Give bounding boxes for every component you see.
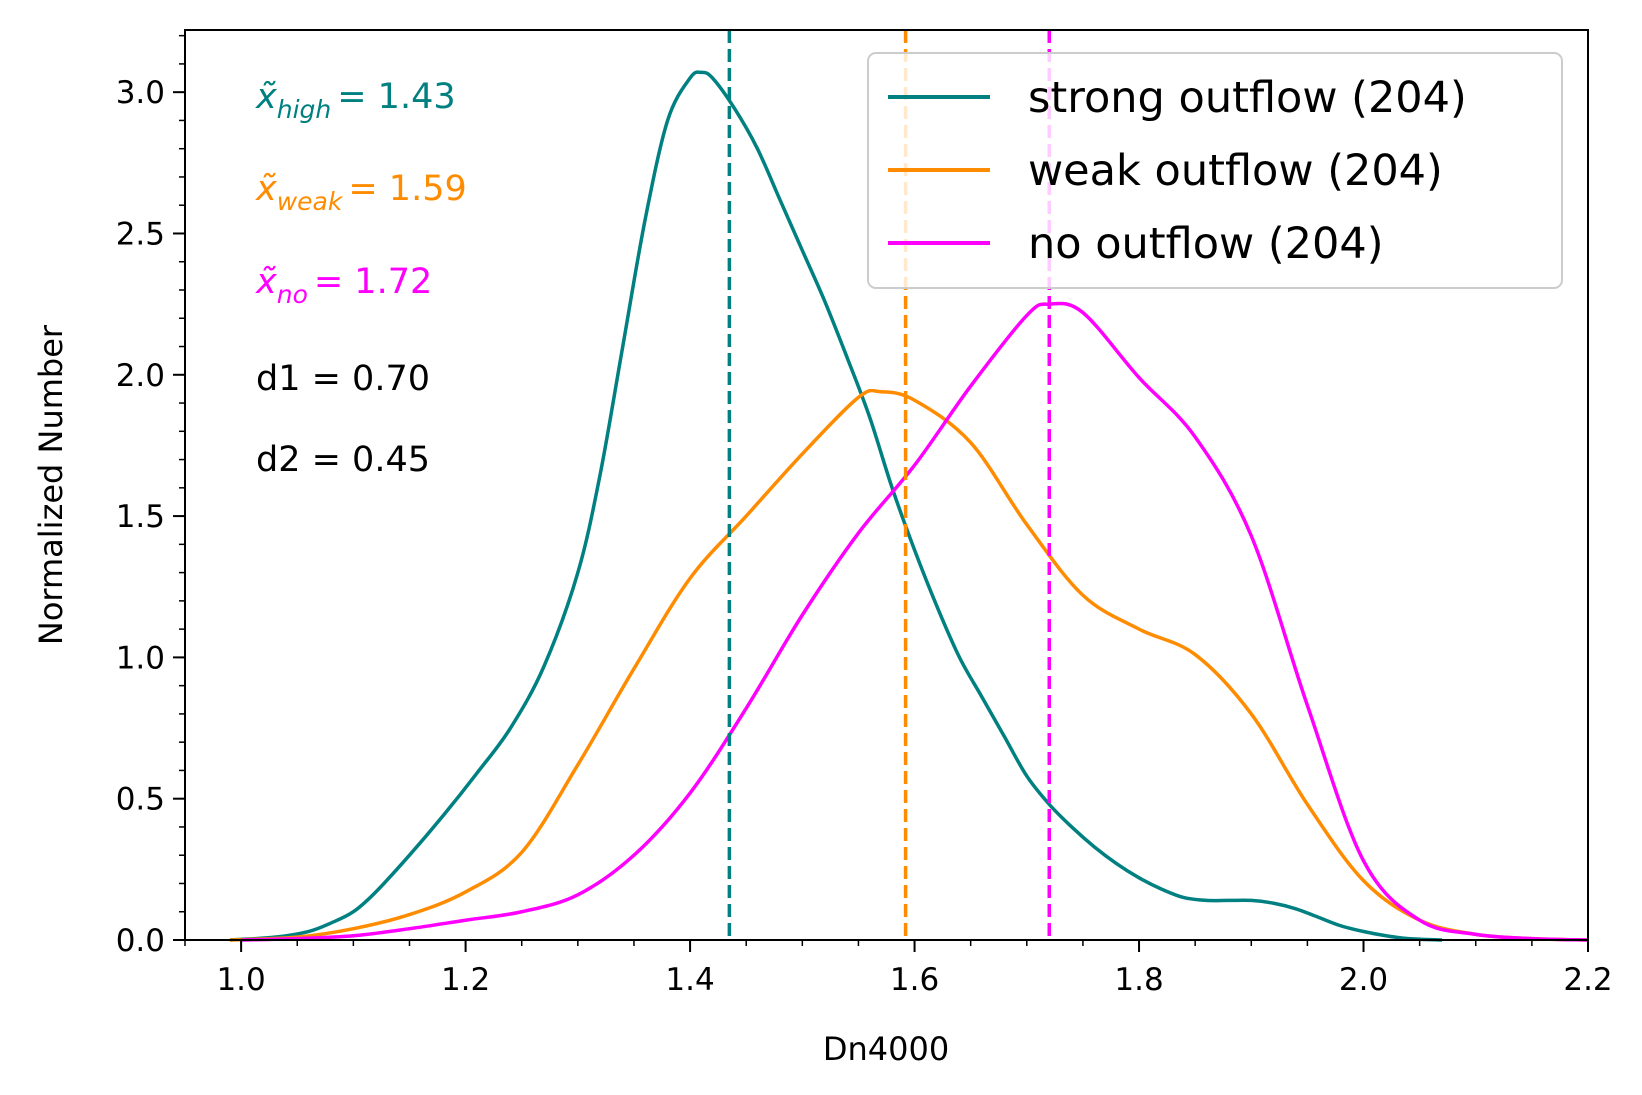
plot-frame (184, 29, 1589, 941)
y-axis-ticks: 0.0 0.5 1.0 1.5 2.0 2.5 3.0 (116, 34, 185, 959)
median-annotation-weak: x̃weak = 1.59 (255, 169, 467, 216)
y-tick-label: 0.5 (116, 782, 165, 818)
median-symbol: x̃ (255, 169, 277, 209)
y-tick-label: 3.0 (116, 75, 165, 111)
y-tick-label: 0.0 (116, 923, 165, 959)
y-tick-label: 2.0 (116, 358, 165, 394)
y-axis-label: Normalized Number (32, 324, 70, 645)
median-subscript: weak (277, 187, 344, 216)
x-tick-label: 2.2 (1563, 962, 1612, 998)
median-value: = 1.43 (337, 77, 455, 117)
legend-label-0: strong outflow (204) (1028, 73, 1467, 123)
median-subscript: no (277, 280, 308, 309)
legend-frame (867, 52, 1563, 289)
median-value: = 1.59 (348, 169, 466, 209)
median-symbol: x̃ (255, 77, 277, 117)
median-annotation-no: x̃no = 1.72 (255, 262, 432, 309)
kde-curves (229, 70, 1589, 942)
x-tick-label: 1.4 (665, 962, 714, 998)
x-tick-label: 2.0 (1339, 962, 1388, 998)
legend: strong outflow (204) weak outflow (204) no… (867, 52, 1563, 289)
stat-annotation-1: d1 = 0.70 (256, 359, 430, 399)
median-subscript: high (277, 95, 332, 124)
x-tick-label: 1.6 (890, 962, 939, 998)
y-tick-label: 1.0 (116, 640, 165, 676)
median-annotation-high: x̃high = 1.43 (255, 77, 456, 124)
median-value: = 1.72 (314, 262, 432, 302)
y-tick-label: 1.5 (116, 499, 165, 535)
x-tick-label: 1.0 (216, 962, 265, 998)
kde-curve-0 (229, 70, 1443, 942)
x-axis-label: Dn4000 (823, 1030, 949, 1068)
stat-annotation-2: d2 = 0.45 (256, 440, 430, 480)
x-axis-ticks: 1.0 1.2 1.4 1.6 1.8 2.0 2.2 (184, 940, 1613, 998)
kde-curve-2 (241, 301, 1589, 942)
median-symbol: x̃ (255, 262, 277, 302)
legend-label-1: weak outflow (204) (1028, 146, 1443, 196)
kde-curve-1 (229, 388, 1589, 942)
x-tick-label: 1.2 (441, 962, 490, 998)
legend-entries: strong outflow (204) weak outflow (204) no… (888, 73, 1467, 269)
x-tick-label: 1.8 (1114, 962, 1163, 998)
legend-label-2: no outflow (204) (1028, 219, 1384, 269)
y-tick-label: 2.5 (116, 216, 165, 252)
